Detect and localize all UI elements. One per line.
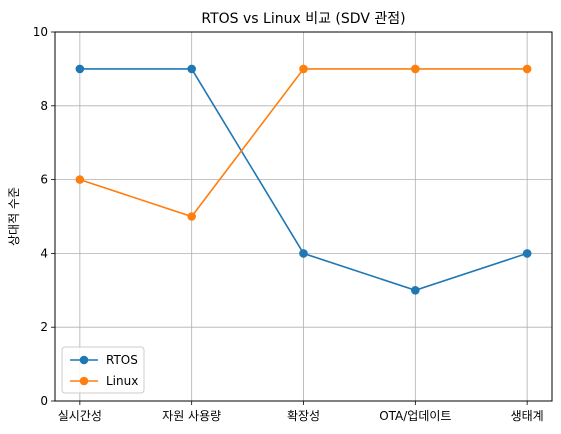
- data-point-linux: [411, 64, 420, 74]
- y-tick-label: 0: [40, 394, 48, 408]
- x-tick-label: 실시간성: [58, 409, 102, 423]
- y-axis-label: 상대적 수준: [7, 187, 21, 246]
- x-tick-label: 생태계: [511, 409, 544, 423]
- x-tick-label: OTA/업데이트: [379, 409, 451, 423]
- series-layer: [75, 64, 532, 295]
- legend-marker-rtos: [79, 355, 89, 365]
- legend-label-linux: Linux: [106, 374, 138, 388]
- data-point-linux: [187, 212, 196, 221]
- data-point-linux: [522, 64, 532, 74]
- legend: RTOS Linux: [61, 346, 145, 394]
- y-tick-label: 4: [40, 246, 48, 260]
- legend-label-rtos: RTOS: [106, 353, 138, 367]
- data-point-linux: [75, 175, 85, 184]
- x-tick-label: 확장성: [287, 409, 320, 423]
- y-tick-label: 2: [40, 320, 48, 334]
- tick-layer: 0 2 4 6 8 10 실시간성 자원 사용량 확장성 OTA/업데이트 생태계: [33, 25, 544, 423]
- legend-marker-linux: [79, 376, 89, 386]
- y-tick-label: 8: [40, 99, 48, 113]
- chart-title: RTOS vs Linux 비교 (SDV 관점): [201, 11, 405, 27]
- data-point-rtos: [522, 249, 532, 258]
- data-point-linux: [299, 64, 308, 74]
- series-rtos: [75, 64, 532, 295]
- x-tick-label: 자원 사용량: [162, 409, 221, 423]
- data-point-rtos: [299, 249, 308, 258]
- series-linux: [75, 64, 532, 221]
- data-point-rtos: [187, 64, 196, 74]
- grid-layer: [55, 31, 552, 402]
- data-point-rtos: [411, 286, 420, 295]
- data-point-rtos: [75, 64, 85, 74]
- y-tick-label: 6: [40, 173, 48, 187]
- y-tick-label: 10: [33, 25, 48, 39]
